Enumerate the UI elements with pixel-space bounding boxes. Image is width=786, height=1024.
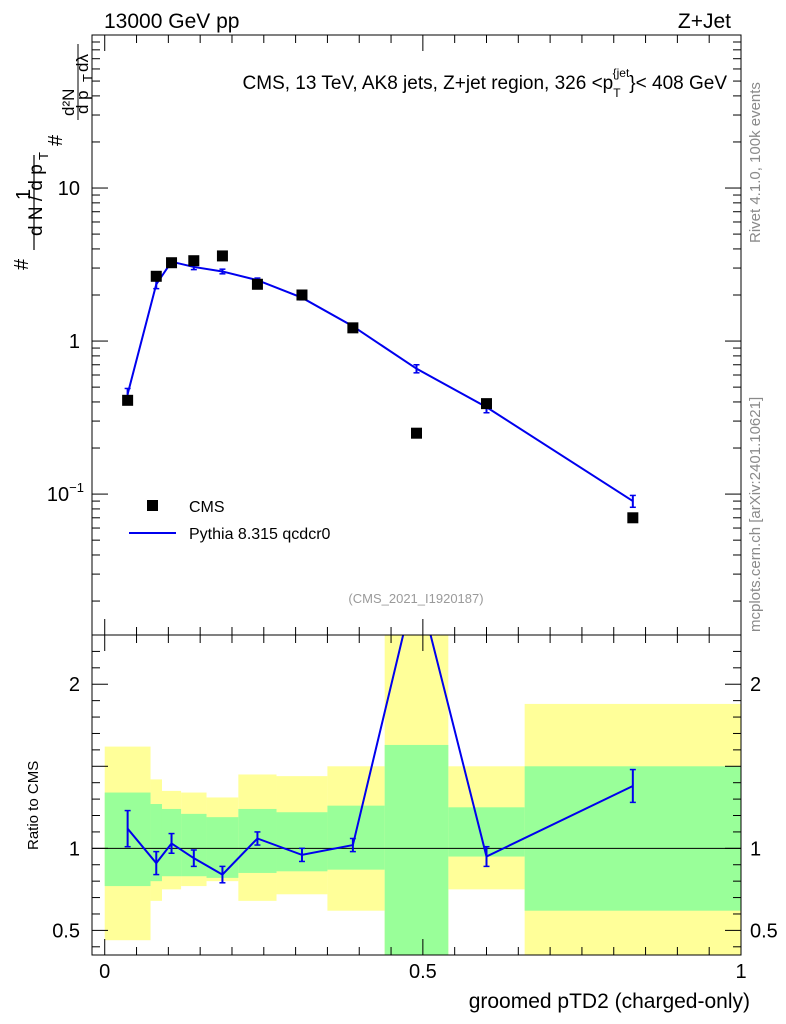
ratio-ytick-label-right-1: 1 bbox=[750, 838, 761, 860]
data-point-1 bbox=[150, 270, 162, 282]
title-end: }< 408 GeV bbox=[629, 73, 727, 94]
ylabel-dn: d N / d p bbox=[26, 164, 47, 236]
data-point-5 bbox=[251, 278, 263, 290]
analysis-id: (CMS_2021_I1920187) bbox=[348, 591, 483, 606]
ylabel-hash: # bbox=[11, 258, 33, 270]
main-ytick-label-0: 10−1 bbox=[47, 480, 84, 506]
ratio-frame bbox=[91, 634, 742, 956]
data-point-7 bbox=[347, 322, 359, 334]
band-1sigma-7 bbox=[327, 805, 385, 870]
data-point-8 bbox=[411, 427, 422, 439]
mc-series-line bbox=[126, 260, 634, 502]
data-point-0 bbox=[122, 394, 134, 406]
ylabel-t-sub-2: T bbox=[80, 74, 95, 82]
data-point-3 bbox=[188, 255, 200, 267]
ratio-ytick-label-left-1: 1 bbox=[69, 838, 80, 860]
xtick-label-1: 0.5 bbox=[409, 961, 437, 983]
ratio-ylabel: Ratio to CMS bbox=[25, 761, 42, 850]
legend: CMS Pythia 8.315 qcdcr0 bbox=[129, 499, 331, 543]
xtick-label-2: 1 bbox=[735, 961, 746, 983]
legend-cms-label: CMS bbox=[189, 499, 225, 516]
ylabel-dlambda: dλ bbox=[73, 54, 92, 72]
ratio-ytick-label-right-2: 2 bbox=[750, 674, 761, 696]
ratio-ytick-label-right-0: 0.5 bbox=[750, 920, 778, 942]
band-1sigma-1 bbox=[150, 804, 162, 882]
mcplots-credit: mcplots.cern.ch [arXiv:2401.10621] bbox=[747, 396, 764, 632]
rivet-version: Rivet 4.1.0, 100k events bbox=[747, 82, 764, 243]
data-point-9 bbox=[480, 398, 492, 410]
ylabel-one: 1 bbox=[13, 189, 35, 200]
band-1sigma-6 bbox=[276, 812, 328, 872]
data-point-6 bbox=[296, 289, 308, 301]
band-1sigma-8 bbox=[384, 744, 449, 955]
energy-label: 13000 GeV pp bbox=[104, 10, 239, 33]
legend-mc-label: Pythia 8.315 qcdcr0 bbox=[189, 526, 331, 543]
ylabel-d2n: d²N bbox=[59, 89, 78, 116]
title-sub-t: T bbox=[613, 86, 621, 100]
main-ylabel: # d N / d p T 1 # d²N d p T dλ bbox=[11, 44, 95, 270]
main-ytick-label-2: 10 bbox=[58, 178, 80, 200]
ylabel-hash-2: # bbox=[45, 134, 67, 146]
title-main: CMS, 13 TeV, AK8 jets, Z+jet region, 326… bbox=[243, 73, 614, 94]
title-sup-jet: {jet bbox=[613, 66, 630, 80]
main-ytick-label-1: 1 bbox=[69, 331, 80, 353]
main-frame bbox=[91, 34, 742, 636]
ratio-series-group bbox=[124, 635, 636, 884]
ratio-ytick-label-left-2: 2 bbox=[69, 674, 80, 696]
ratio-ytick-label-left-0: 0.5 bbox=[52, 920, 80, 942]
plot-title: CMS, 13 TeV, AK8 jets, Z+jet region, 326… bbox=[243, 66, 728, 100]
data-point-4 bbox=[216, 250, 228, 262]
ylabel-dpt: d p bbox=[73, 90, 92, 114]
ratio-panel: 0 0.5 10.5 0.51 12 2 bbox=[52, 634, 778, 983]
process-label: Z+Jet bbox=[678, 10, 731, 33]
xtick-label-0: 0 bbox=[99, 961, 110, 983]
ylabel-t-sub: T bbox=[36, 152, 51, 160]
x-axis-label: groomed pTD2 (charged-only) bbox=[469, 990, 750, 1013]
main-panel: 10−1 1 10 bbox=[47, 35, 742, 635]
legend-cms-marker bbox=[147, 500, 158, 511]
data-point-2 bbox=[166, 257, 178, 269]
data-point-10 bbox=[627, 512, 639, 524]
